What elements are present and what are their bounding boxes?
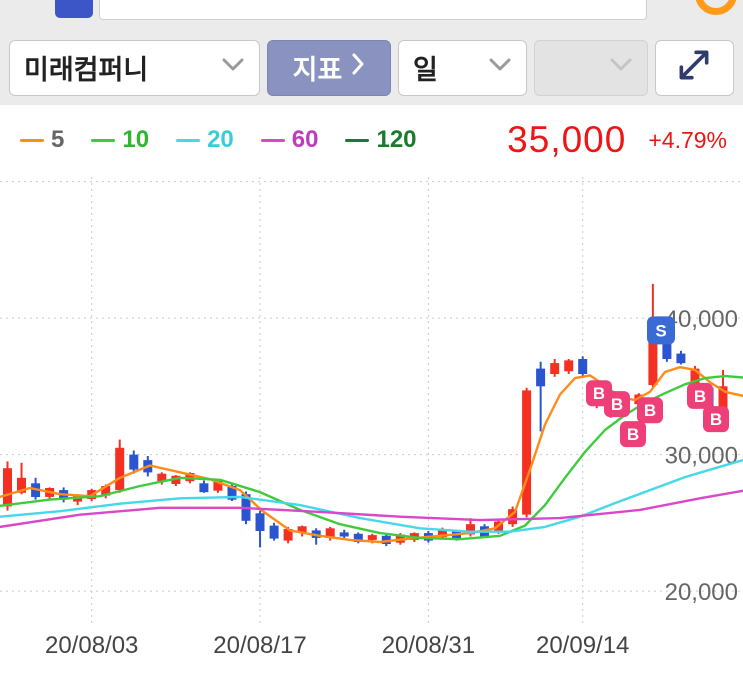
header-button[interactable] <box>55 0 93 18</box>
ma120-swatch <box>345 138 370 142</box>
trade-badge-B <box>620 421 646 448</box>
ma20-label: 20 <box>207 126 234 153</box>
trade-badge-label: S <box>655 321 666 340</box>
candle-body <box>522 390 532 515</box>
candle-body <box>199 483 209 493</box>
legend-item-ma5: 5 <box>20 126 64 154</box>
header-search-field[interactable] <box>99 0 647 20</box>
indicator-button[interactable]: 지표 <box>266 39 392 96</box>
candle-body <box>213 480 223 491</box>
y-axis-label: 20,000 <box>665 579 738 606</box>
ma20-swatch <box>176 138 201 142</box>
chevron-down-icon <box>488 58 512 77</box>
period-selector-value: 일 <box>413 55 438 85</box>
trade-badge-label: B <box>627 425 639 444</box>
current-price: 35,000 <box>507 119 627 160</box>
ma60-swatch <box>260 138 285 142</box>
candle-body <box>325 528 335 538</box>
candle-body <box>269 525 279 539</box>
candle-body <box>437 529 447 538</box>
candle-body <box>171 475 181 484</box>
legend-item-ma20: 20 <box>176 126 234 154</box>
chevron-right-icon <box>351 52 365 83</box>
trade-badge-S <box>647 316 675 345</box>
trade-badge-B <box>703 406 729 433</box>
candle-body <box>227 486 237 500</box>
candle-body <box>283 529 293 541</box>
candle-body <box>339 532 349 537</box>
candle-body <box>297 526 307 533</box>
ma5-label: 5 <box>51 126 65 153</box>
candle-body <box>550 363 560 374</box>
y-axis-label: 40,000 <box>665 306 738 333</box>
candle-body <box>255 513 265 531</box>
trade-badge-label: B <box>710 410 722 429</box>
change-percent: +4.79% <box>648 126 727 153</box>
candle-body <box>353 533 363 542</box>
candle-body <box>662 342 672 359</box>
ma60-label: 60 <box>291 126 319 153</box>
header-strip <box>0 0 743 30</box>
extra-selector[interactable] <box>533 39 648 96</box>
candle-body <box>676 353 686 364</box>
candle-body <box>466 524 475 535</box>
stock-selector[interactable]: 미래컴퍼니 <box>9 39 260 96</box>
candle-body <box>157 473 167 482</box>
expand-icon <box>675 46 713 89</box>
chevron-down-icon <box>221 58 245 77</box>
candle-body <box>578 359 588 374</box>
candle-body <box>718 386 728 409</box>
period-selector[interactable]: 일 <box>398 39 527 96</box>
candle-body <box>101 486 111 496</box>
trade-badge-label: B <box>611 395 623 414</box>
x-axis-label: 20/08/31 <box>382 632 475 659</box>
legend-item-ma10: 10 <box>91 126 149 154</box>
candle-body <box>536 368 546 387</box>
chart-legend: 5 10 20 60 120 35,000 +4.79% <box>0 105 743 175</box>
stock-selector-value: 미래컴퍼니 <box>24 55 149 85</box>
candle-body <box>115 447 125 491</box>
candle-body <box>17 477 26 493</box>
legend-item-ma120: 120 <box>345 126 417 154</box>
x-axis-label: 20/08/17 <box>213 632 306 659</box>
fullscreen-button[interactable] <box>654 39 734 96</box>
chart-toolbar: 미래컴퍼니 지표 일 <box>0 30 743 105</box>
trade-badge-B <box>604 391 630 418</box>
candle-body <box>129 454 139 470</box>
ma120-label: 120 <box>376 126 417 153</box>
legend-item-ma60: 60 <box>260 126 319 154</box>
ma-line-20 <box>0 458 743 533</box>
ma5-swatch <box>20 138 44 142</box>
candle-body <box>564 360 574 372</box>
ma10-label: 10 <box>122 126 150 153</box>
header-orange-icon[interactable] <box>695 0 737 15</box>
trade-badge-B <box>637 397 663 424</box>
trade-badge-label: B <box>593 384 605 403</box>
ma10-swatch <box>91 138 116 142</box>
indicator-button-label: 지표 <box>292 55 343 85</box>
candle-body <box>648 330 658 385</box>
trade-badge-B <box>687 382 713 409</box>
ma-line-60 <box>0 489 743 529</box>
x-axis-label: 20/08/03 <box>45 632 138 659</box>
trade-badge-label: B <box>644 401 656 420</box>
chevron-down-icon <box>609 58 633 77</box>
candle-body <box>508 509 518 525</box>
candle-body <box>367 535 377 540</box>
trade-badge-label: B <box>694 387 706 406</box>
x-axis-label: 20/09/14 <box>536 632 629 659</box>
candle-body <box>690 368 700 384</box>
ma-line-10 <box>0 374 743 541</box>
candle-body <box>3 468 12 507</box>
candle-body <box>381 535 391 544</box>
